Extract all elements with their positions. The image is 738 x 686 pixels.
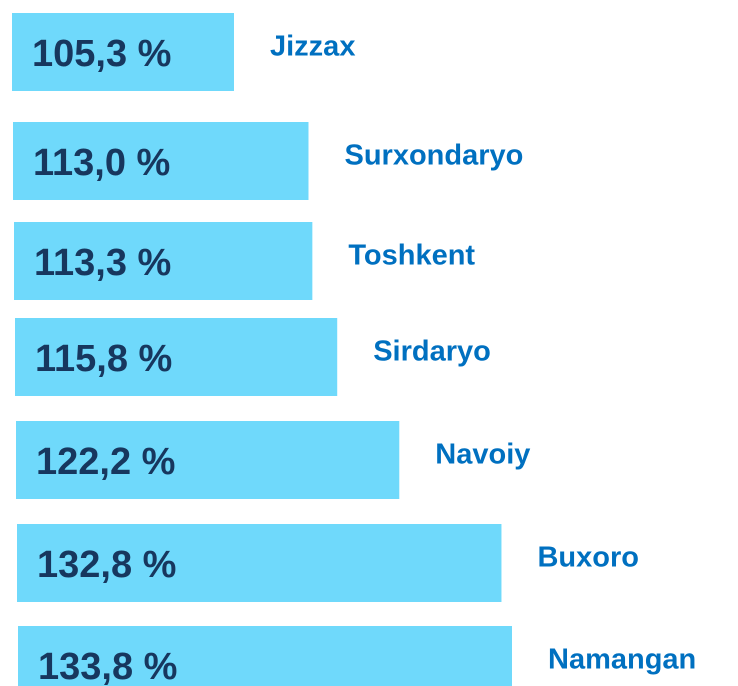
value-label: 115,8 % [35,338,172,380]
category-label: Toshkent [348,240,475,272]
category-label: Buxoro [537,542,639,574]
bar [15,318,338,396]
bar [12,13,234,91]
value-label: 113,3 % [34,242,171,284]
value-label: 105,3 % [32,33,171,75]
category-label: Sirdaryo [373,336,491,368]
value-label: 132,8 % [37,544,176,586]
value-label: 122,2 % [36,441,175,483]
bar [14,222,313,300]
bar [17,524,502,602]
value-label: 133,8 % [38,646,177,686]
value-label: 113,0 % [33,142,170,184]
category-label: Namangan [548,644,696,676]
category-label: Jizzax [270,31,355,63]
category-label: Surxondaryo [344,140,523,172]
category-label: Navoiy [435,439,530,471]
bar [16,421,400,499]
bar [18,626,512,686]
bar [13,122,309,200]
